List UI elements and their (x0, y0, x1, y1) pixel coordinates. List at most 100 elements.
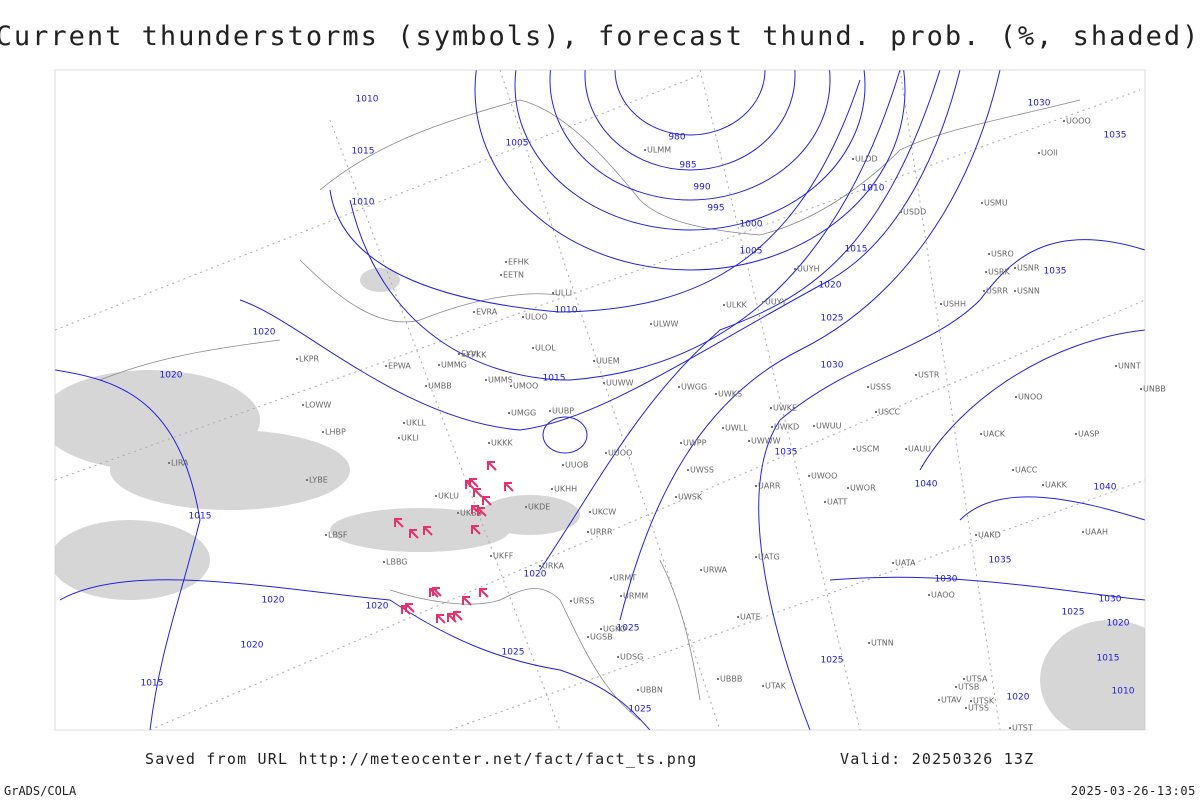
station-code: UMMG (441, 361, 467, 370)
isobar-label: 1020 (241, 641, 264, 651)
station-code: UAKK (1045, 481, 1068, 490)
station-dot (988, 253, 990, 255)
station-dot (302, 404, 304, 406)
source-url: Saved from URL http://meteocenter.net/fa… (145, 750, 697, 768)
station-code: UWLL (725, 424, 748, 433)
station-dot (722, 427, 724, 429)
isobars (55, 70, 1145, 730)
station-dot (525, 506, 527, 508)
isobar-label: 1025 (629, 705, 652, 715)
isobar-label: 1020 (1007, 693, 1030, 703)
station-code: ULMM (647, 146, 671, 155)
isobar-label: 1030 (935, 575, 958, 585)
station-code: UNOO (1018, 393, 1042, 402)
isobar-label: 1015 (352, 147, 375, 157)
isobar-label: 1015 (845, 245, 868, 255)
station-dot (458, 353, 460, 355)
station-dot (593, 360, 595, 362)
station-code: UAKD (978, 531, 1001, 540)
station-code: UTSB (958, 683, 979, 692)
thunderstorm-symbol (409, 529, 419, 539)
isobar-label: 1010 (356, 95, 379, 105)
station-code: ULOO (525, 313, 548, 322)
map-area (55, 70, 1145, 730)
station-code: UWSK (678, 493, 703, 502)
station-dot (940, 303, 942, 305)
station-dot (755, 485, 757, 487)
station-dot (500, 274, 502, 276)
station-dot (755, 556, 757, 558)
station-code: UKDE (528, 503, 550, 512)
station-dot (532, 347, 534, 349)
station-dot (488, 442, 490, 444)
station-dot (485, 379, 487, 381)
grid-dots (55, 70, 1145, 730)
isobar-label: 1030 (1099, 595, 1122, 605)
station-dot (587, 531, 589, 533)
station-code: UMMS (488, 376, 513, 385)
station-dot (983, 290, 985, 292)
isobar-label: 1010 (1112, 687, 1135, 697)
map-frame (54, 69, 1146, 731)
isobar-label: 1025 (1062, 608, 1085, 618)
isobar-label: 995 (707, 204, 724, 214)
station-code: LKPR (299, 355, 320, 364)
station-dot (610, 577, 612, 579)
station-code: EYVI (461, 350, 479, 359)
thunderstorm-symbol (469, 478, 479, 488)
isobar-label: 1010 (555, 306, 578, 316)
station-dot (723, 304, 725, 306)
station-dot (1042, 484, 1044, 486)
station-dot (1012, 469, 1014, 471)
station-code: UMGG (511, 409, 536, 418)
station-code: UWOR (850, 484, 876, 493)
station-code: URKA (542, 562, 565, 571)
station-dot (853, 448, 855, 450)
station-dot (435, 495, 437, 497)
station-dot (813, 425, 815, 427)
station-dot (970, 700, 972, 702)
station-code: UKHH (554, 485, 577, 494)
station-dot (678, 386, 680, 388)
station-dot (770, 407, 772, 409)
station-dot (867, 386, 869, 388)
station-code: UATA (895, 559, 916, 568)
isobar-label: 1040 (1094, 483, 1117, 493)
station-dot (762, 301, 764, 303)
thunderstorm-symbol (453, 611, 463, 621)
station-dot (900, 211, 902, 213)
station-code: EFHK (508, 258, 530, 267)
station-code: UACC (1015, 466, 1038, 475)
station-dot (398, 437, 400, 439)
station-code: USCC (878, 408, 901, 417)
station-code: UKFF (493, 552, 514, 561)
station-code: UUYY (765, 298, 787, 307)
station-code: URSS (573, 597, 595, 606)
station-code: UKLI (401, 434, 419, 443)
station-dot (985, 271, 987, 273)
station-code: UATT (827, 498, 847, 507)
station-code: LBSF (328, 531, 348, 540)
station-dot (522, 316, 524, 318)
station-dot (762, 685, 764, 687)
station-code: UUOO (608, 449, 632, 458)
station-code: URMM (623, 592, 648, 601)
station-code: EPKK (466, 351, 487, 360)
station-code: LYBE (309, 476, 328, 485)
station-dot (570, 600, 572, 602)
station-code: URMT (613, 574, 636, 583)
station-code: UWPP (683, 439, 707, 448)
station-code: UTST (1012, 724, 1033, 733)
station-dot (490, 555, 492, 557)
station-code: UGSB (590, 633, 613, 642)
station-dot (938, 699, 940, 701)
station-code: UTSK (973, 697, 995, 706)
thunderstorm-symbol (504, 482, 514, 492)
station-dot (1115, 365, 1117, 367)
station-code: UWWW (751, 437, 781, 446)
station-dot (505, 261, 507, 263)
station-code: UWGG (681, 383, 707, 392)
isobar-label: 1035 (1044, 267, 1067, 277)
station-dot (403, 422, 405, 424)
